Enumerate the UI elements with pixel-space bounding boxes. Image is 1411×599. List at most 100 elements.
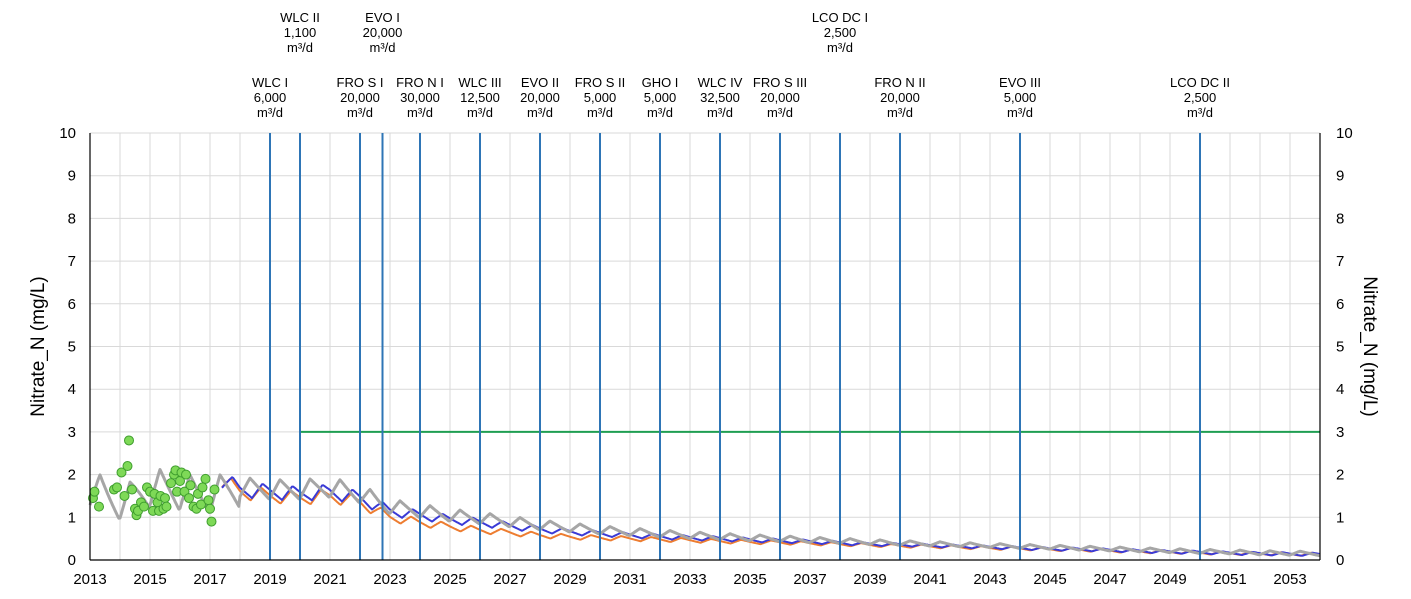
y-tick-label-right: 0 [1336,552,1344,569]
event-label: m³/d [407,105,433,120]
x-tick-label: 2027 [493,571,526,588]
observed-point [184,493,194,504]
observed-point [205,503,215,514]
x-tick-label: 2045 [1033,571,1066,588]
y-tick-label-right: 10 [1336,125,1353,142]
x-tick-label: 2029 [553,571,586,588]
y-axis-title-left: Nitrate_N (mg/L) [28,276,49,416]
x-tick-label: 2041 [913,571,946,588]
event-label: EVO II [521,75,559,90]
event-label: FRO S I [337,75,384,90]
observed-layer [88,435,220,527]
event-label: 6,000 [254,90,287,105]
event-label: m³/d [287,40,313,55]
event-label: m³/d [827,40,853,55]
observed-point [166,478,176,489]
x-tick-label: 2047 [1093,571,1126,588]
vline-layer [269,133,1201,560]
x-tick-label: 2023 [373,571,406,588]
x-tick-label: 2043 [973,571,1006,588]
y-tick-label-right: 3 [1336,424,1344,441]
event-label: FRO S II [575,75,626,90]
event-label: EVO III [999,75,1041,90]
x-tick-label: 2051 [1213,571,1246,588]
x-tick-label: 2039 [853,571,886,588]
y-tick-label-left: 4 [68,381,76,398]
event-label: WLC II [280,10,320,25]
event-label: 20,000 [363,25,403,40]
observed-point [127,484,137,495]
observed-point [203,495,214,506]
event-label: FRO N I [396,75,444,90]
y-tick-label-right: 9 [1336,168,1344,185]
observed-point [196,499,206,510]
event-label: m³/d [767,105,793,120]
event-label: 5,000 [644,90,677,105]
event-label: m³/d [647,105,673,120]
event-label: m³/d [257,105,283,120]
event-label: 5,000 [584,90,617,105]
observed-point [185,480,196,491]
event-label: m³/d [887,105,913,120]
event-label: LCO DC II [1170,75,1230,90]
y-tick-label-right: 5 [1336,339,1344,356]
event-label: FRO S III [753,75,807,90]
observed-point [209,484,220,495]
y-tick-label-left: 6 [68,296,76,313]
observed-point [119,490,130,501]
event-label: 20,000 [340,90,380,105]
event-label: 5,000 [1004,90,1037,105]
observed-point [139,501,149,512]
observed-point [161,501,172,512]
series-line-gray [88,468,1321,557]
event-label: WLC III [458,75,501,90]
event-label: m³/d [1187,105,1213,120]
y-tick-label-right: 6 [1336,296,1344,313]
event-label: m³/d [467,105,493,120]
y-tick-label-right: 1 [1336,509,1344,526]
event-label: 32,500 [700,90,740,105]
y-tick-label-left: 5 [68,339,76,356]
x-tick-label: 2019 [253,571,286,588]
x-tick-label: 2021 [313,571,346,588]
event-label: m³/d [1007,105,1033,120]
event-label: FRO N II [874,75,925,90]
y-tick-label-left: 1 [68,509,76,526]
grid-layer [90,132,1320,560]
observed-point [160,493,170,504]
event-label: m³/d [587,105,613,120]
event-label: 20,000 [760,90,800,105]
x-tick-label: 2037 [793,571,826,588]
y-tick-label-right: 4 [1336,381,1344,398]
event-label: 12,500 [460,90,500,105]
event-label: WLC IV [698,75,743,90]
event-label: m³/d [347,105,373,120]
series-layer [88,468,1321,557]
observed-point [200,473,211,484]
series-line-blue [221,476,1320,557]
y-tick-label-left: 9 [68,168,76,185]
y-tick-label-right: 8 [1336,210,1344,227]
observed-point [116,467,127,478]
y-tick-label-left: 0 [68,552,76,569]
observed-point [89,486,100,497]
x-tick-label: 2053 [1273,571,1306,588]
x-tick-label: 2025 [433,571,466,588]
x-tick-label: 2013 [73,571,106,588]
event-label: WLC I [252,75,288,90]
x-tick-label: 2031 [613,571,646,588]
y-tick-label-left: 7 [68,253,76,270]
x-tick-label: 2017 [193,571,226,588]
event-label: 2,500 [1184,90,1217,105]
observed-point [122,461,133,472]
x-tick-label: 2035 [733,571,766,588]
event-label: m³/d [370,40,396,55]
event-label: 20,000 [880,90,920,105]
x-tick-label: 2033 [673,571,706,588]
event-label: 30,000 [400,90,440,105]
y-tick-label-left: 2 [68,467,76,484]
event-label: GHO I [642,75,679,90]
event-label: 2,500 [824,25,857,40]
